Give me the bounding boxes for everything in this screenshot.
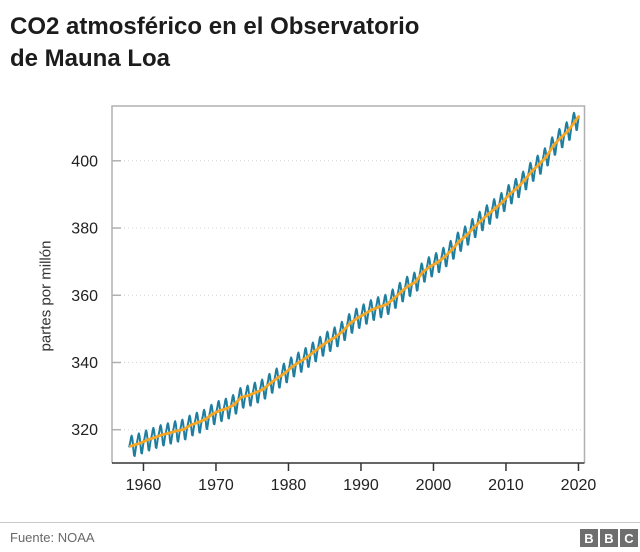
y-tick-label-340: 340 xyxy=(71,355,98,372)
co2-monthly-line xyxy=(128,111,580,457)
panel-border xyxy=(111,105,586,463)
x-tick-label-2000: 2000 xyxy=(416,477,452,494)
page-title: CO2 atmosférico en el Observatorio de Ma… xyxy=(10,11,419,75)
bbc-logo-block-b2: B xyxy=(600,529,618,547)
x-tick-label-1990: 1990 xyxy=(343,477,379,494)
x-tick-label-1960: 1960 xyxy=(126,477,162,494)
x-tick-label-2020: 2020 xyxy=(561,477,597,494)
co2-trend-line xyxy=(129,115,580,448)
y-tick-label-380: 380 xyxy=(71,221,98,238)
y-tick-label-320: 320 xyxy=(71,422,98,439)
x-tick-label-2010: 2010 xyxy=(488,477,524,494)
x-tick-label-1970: 1970 xyxy=(198,477,234,494)
y-tick-label-400: 400 xyxy=(71,153,98,170)
footer-divider xyxy=(0,522,640,523)
x-tick-label-1980: 1980 xyxy=(271,477,307,494)
page-title-line2: de Mauna Loa xyxy=(10,45,171,72)
page-title-line1: CO2 atmosférico en el Observatorio xyxy=(10,13,420,40)
bbc-logo-block-c: C xyxy=(620,529,638,547)
y-axis-label: partes por millón xyxy=(37,240,55,352)
y-tick-label-360: 360 xyxy=(71,288,98,305)
bbc-logo: B B C xyxy=(580,529,638,547)
bbc-logo-block-b1: B xyxy=(580,529,598,547)
source-attribution: Fuente: NOAA xyxy=(10,530,95,545)
